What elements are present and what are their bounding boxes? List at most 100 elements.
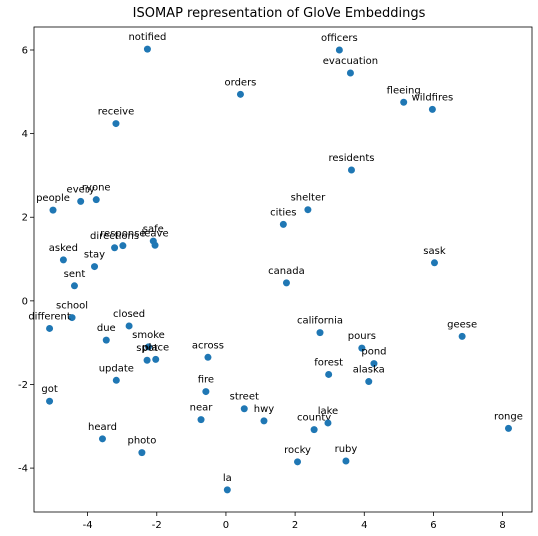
y-tick-label: -2 bbox=[18, 380, 28, 391]
data-point-label: sask bbox=[423, 246, 446, 257]
data-point-label: ruby bbox=[335, 444, 358, 455]
data-point-label: place bbox=[142, 342, 169, 353]
data-point bbox=[428, 105, 436, 113]
data-point bbox=[98, 435, 106, 443]
data-point bbox=[202, 388, 210, 396]
data-point-label: rocky bbox=[284, 445, 311, 456]
data-point-label: asked bbox=[49, 243, 78, 254]
data-point bbox=[197, 416, 205, 424]
data-point-label: directions bbox=[90, 231, 139, 242]
data-point-label: ryone bbox=[82, 183, 111, 194]
y-tick-label: -4 bbox=[18, 464, 28, 475]
data-point-label: evacuation bbox=[323, 56, 378, 67]
data-point-label: hwy bbox=[254, 404, 275, 415]
data-point bbox=[458, 332, 466, 340]
data-point bbox=[92, 196, 100, 204]
data-point-label: california bbox=[297, 316, 343, 327]
plot-area: -4 -2 0 2 4 6 8 -4 -2 0 2 4 6 notified officers evacuat… bbox=[18, 32, 523, 531]
data-point-label: orders bbox=[225, 77, 257, 88]
data-point-label: pours bbox=[348, 331, 376, 342]
x-tick-label: -2 bbox=[152, 520, 162, 531]
data-point bbox=[138, 449, 146, 457]
data-point bbox=[282, 279, 290, 287]
data-point bbox=[91, 263, 99, 271]
y-tick-label: 4 bbox=[22, 129, 28, 140]
data-point-label: across bbox=[192, 340, 224, 351]
data-point-label: stay bbox=[84, 250, 105, 261]
y-tick-label: 0 bbox=[22, 296, 28, 307]
data-point-label: sent bbox=[64, 269, 86, 280]
data-point-label: closed bbox=[113, 309, 145, 320]
data-point bbox=[294, 458, 302, 466]
data-point-label: people bbox=[36, 193, 70, 204]
data-point bbox=[125, 322, 133, 330]
data-point-label: forest bbox=[314, 357, 343, 368]
data-point bbox=[143, 45, 151, 53]
data-point-label: due bbox=[97, 323, 116, 334]
data-point bbox=[236, 90, 244, 98]
data-point-label: every bbox=[67, 184, 95, 195]
data-point bbox=[152, 355, 160, 363]
data-point-label: got bbox=[41, 384, 57, 395]
x-tick-label: 6 bbox=[430, 520, 436, 531]
data-point bbox=[260, 417, 268, 425]
data-point bbox=[279, 220, 287, 228]
data-point-label: ronge bbox=[494, 411, 523, 422]
data-point bbox=[46, 397, 54, 405]
data-point-label: cities bbox=[270, 207, 296, 218]
data-point-label: wildfires bbox=[412, 92, 454, 103]
data-point bbox=[223, 486, 231, 494]
data-point bbox=[370, 360, 378, 368]
data-point bbox=[49, 206, 57, 214]
data-point bbox=[346, 69, 354, 77]
data-point bbox=[112, 376, 120, 384]
data-point-label: shelter bbox=[291, 193, 327, 204]
data-point-label: update bbox=[99, 363, 134, 374]
data-point bbox=[304, 206, 312, 214]
data-point-label: la bbox=[223, 473, 232, 484]
plot-frame bbox=[33, 26, 533, 513]
data-point bbox=[240, 405, 248, 413]
x-tick-label: 2 bbox=[292, 520, 298, 531]
data-point bbox=[77, 197, 85, 205]
y-tick-label: 2 bbox=[22, 213, 28, 224]
x-tick-label: 0 bbox=[223, 520, 229, 531]
data-point bbox=[347, 166, 355, 174]
data-point-label: county bbox=[297, 413, 331, 424]
data-point bbox=[46, 324, 54, 332]
data-point-label: alaska bbox=[353, 365, 385, 376]
data-point bbox=[204, 353, 212, 361]
chart-title: ISOMAP representation of GloVe Embedding… bbox=[133, 6, 426, 21]
data-point bbox=[310, 426, 318, 434]
data-point-label: officers bbox=[321, 33, 358, 44]
data-point bbox=[316, 329, 324, 337]
data-point bbox=[144, 343, 152, 351]
x-tick-label: 8 bbox=[499, 520, 505, 531]
data-point-label: spot bbox=[136, 343, 158, 354]
data-point bbox=[504, 424, 512, 432]
data-point bbox=[325, 370, 333, 378]
data-point bbox=[143, 356, 151, 364]
data-point-label: response bbox=[100, 229, 145, 240]
data-point-label: photo bbox=[127, 436, 156, 447]
data-point bbox=[119, 242, 127, 250]
data-point-label: geese bbox=[447, 319, 477, 330]
data-point-label: leave bbox=[141, 228, 168, 239]
data-point-label: street bbox=[230, 392, 259, 403]
data-point bbox=[365, 378, 373, 386]
data-point bbox=[151, 241, 159, 249]
data-point-label: fleeing bbox=[387, 85, 421, 96]
data-point-label: notified bbox=[128, 32, 166, 43]
data-point bbox=[430, 259, 438, 267]
data-point bbox=[335, 46, 343, 54]
data-point-label: pond bbox=[361, 347, 386, 358]
data-point-label: different bbox=[28, 311, 71, 322]
data-point bbox=[342, 457, 350, 465]
data-point bbox=[70, 282, 78, 290]
data-point bbox=[358, 344, 366, 352]
y-tick-label: 6 bbox=[22, 45, 28, 56]
data-point-label: fire bbox=[198, 375, 214, 386]
x-tick-label: 4 bbox=[361, 520, 367, 531]
data-point bbox=[324, 419, 332, 427]
